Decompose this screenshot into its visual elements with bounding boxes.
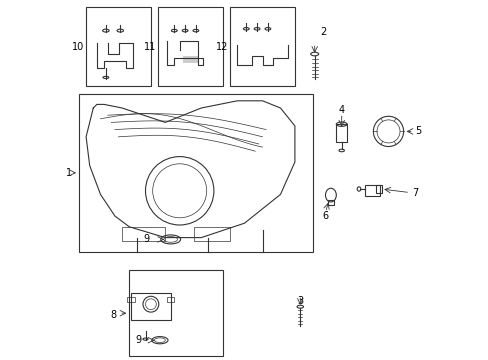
Text: 3: 3 xyxy=(297,296,303,306)
Text: 5: 5 xyxy=(415,126,421,136)
Bar xyxy=(194,227,230,241)
Bar xyxy=(79,94,312,252)
Bar xyxy=(129,270,223,356)
Bar xyxy=(365,185,379,196)
Bar xyxy=(327,200,333,205)
Bar xyxy=(183,56,197,63)
Bar xyxy=(167,297,174,302)
Bar xyxy=(230,7,294,86)
Bar xyxy=(131,293,170,320)
Text: 6: 6 xyxy=(322,211,328,221)
Text: 10: 10 xyxy=(72,42,84,52)
Text: 1: 1 xyxy=(66,168,72,178)
Text: 11: 11 xyxy=(143,42,156,52)
Text: 12: 12 xyxy=(215,42,227,52)
Text: 9: 9 xyxy=(142,234,149,244)
Bar xyxy=(336,124,346,142)
Text: 8: 8 xyxy=(110,310,117,320)
Text: 7: 7 xyxy=(411,188,417,198)
Text: 4: 4 xyxy=(338,105,344,115)
Text: 2: 2 xyxy=(320,27,326,37)
Bar xyxy=(86,7,151,86)
Bar xyxy=(122,227,165,241)
Bar xyxy=(375,185,382,193)
Bar xyxy=(158,7,223,86)
Text: 9: 9 xyxy=(136,335,142,345)
Bar xyxy=(127,297,134,302)
